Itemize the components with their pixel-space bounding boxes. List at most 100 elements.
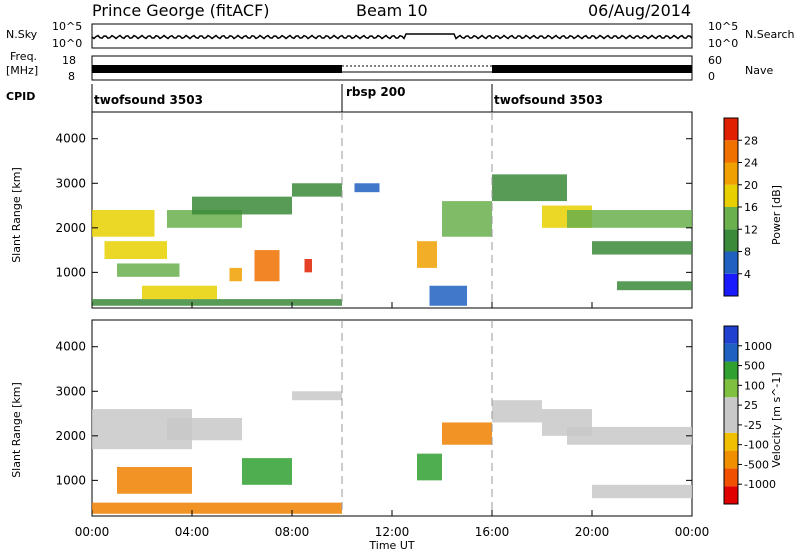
velocity-region-9 [492, 400, 542, 423]
velocity-ytick-label-1: 1000 [55, 473, 86, 487]
velocity-colorbar-tick-label-1: 1000 [744, 340, 772, 353]
velocity-colorbar-swatch-6 [724, 397, 738, 415]
power-colorbar-swatch-7 [724, 140, 738, 163]
power-region-10 [304, 259, 312, 273]
power-colorbar: 28 24 20 16 12 8 4 [723, 117, 758, 297]
nsky-panel [91, 23, 693, 49]
velocity-colorbar-tick-label-7: -500 [744, 458, 769, 471]
power-colorbar-label: Power [dB] [770, 185, 783, 245]
velocity-region-11 [567, 426, 692, 445]
freq-tick-high: 18 [62, 54, 76, 67]
velocity-ytick-label-3: 3000 [55, 384, 86, 398]
x-tick-label-2: 04:00 [175, 525, 210, 539]
velocity-region-4 [167, 418, 242, 441]
velocity-colorbar-swatch-2 [724, 468, 738, 487]
power-colorbar-tick-label-5: 12 [744, 223, 758, 236]
power-region-5 [142, 285, 217, 300]
power-region-19 [592, 241, 692, 255]
power-colorbar-swatch-2 [724, 251, 738, 274]
nsky-frame [91, 23, 693, 49]
velocity-region-12 [592, 484, 692, 499]
velocity-region-7 [417, 453, 442, 481]
x-axis-label: Time UT [368, 539, 414, 552]
x-tick-label-5: 16:00 [475, 525, 510, 539]
power-colorbar-tick-label-4: 16 [744, 201, 758, 214]
power-region-2 [92, 210, 155, 237]
power-colorbar-tick-label-2: 24 [744, 157, 758, 170]
power-colorbar-tick-label-1: 28 [744, 134, 758, 147]
velocity-region-8 [442, 422, 492, 445]
nave-tick-low: 0 [708, 70, 715, 83]
cpid-segment-label-3: twofsound 3503 [494, 93, 603, 107]
velocity-colorbar-swatch-8 [724, 361, 738, 380]
cpid-segment-label-1: twofsound 3503 [94, 93, 203, 107]
power-region-15 [442, 201, 492, 237]
power-region-1 [92, 299, 342, 306]
power-colorbar-swatch-1 [724, 273, 738, 296]
freq-panel [91, 55, 693, 81]
power-region-20 [617, 281, 692, 291]
velocity-colorbar-swatch-9 [724, 343, 738, 362]
velocity-ytick-label-4: 4000 [55, 340, 86, 354]
cpid-panel [91, 84, 493, 112]
nave-label: Nave [745, 64, 773, 77]
velocity-colorbar: 1000 500 100 25 -25 -100 -500 -1000 [723, 325, 776, 505]
x-tick-label-1: 00:00 [75, 525, 110, 539]
power-colorbar-tick-label-7: 4 [744, 268, 751, 281]
nsky-label: N.Sky [6, 28, 38, 41]
cpid-segment-label-2: rbsp 200 [346, 85, 405, 99]
velocity-region-3 [117, 467, 192, 494]
power-region-12 [354, 183, 380, 193]
velocity-colorbar-tick-label-3: 100 [744, 379, 765, 392]
power-colorbar-swatch-3 [724, 229, 738, 252]
power-colorbar-swatch-8 [724, 118, 738, 141]
power-colorbar-swatch-6 [724, 162, 738, 185]
power-region-4 [117, 263, 180, 277]
power-region-3 [104, 241, 167, 259]
nsearch-label: N.Search [745, 28, 795, 41]
power-ytick-label-2: 2000 [55, 221, 86, 235]
nave-tick-high: 60 [708, 54, 722, 67]
cpid-label: CPID [6, 90, 35, 103]
freq-band-1 [92, 65, 342, 73]
velocity-ytick-label-2: 2000 [55, 429, 86, 443]
power-y-label: Slant Range [km] [10, 167, 23, 263]
power-region-13 [417, 241, 437, 268]
velocity-panel: 1000 2000 3000 4000 00:00 04:00 08:00 12:00 16:0… [55, 319, 710, 539]
freq-tick-low: 8 [68, 70, 75, 83]
velocity-colorbar-tick-label-8: -1000 [744, 478, 776, 491]
power-region-11 [292, 183, 342, 197]
velocity-colorbar-swatch-7 [724, 379, 738, 398]
velocity-colorbar-tick-label-4: 25 [744, 399, 758, 412]
velocity-colorbar-swatch-1 [724, 486, 738, 504]
velocity-region-1 [92, 502, 342, 514]
freq-band-3 [492, 65, 692, 73]
velocity-colorbar-label: Velocity [m s^-1] [770, 372, 783, 467]
x-tick-label-4: 12:00 [375, 525, 410, 539]
velocity-colorbar-tick-label-6: -100 [744, 439, 769, 452]
velocity-colorbar-tick-label-5: -25 [744, 419, 762, 432]
x-tick-label-3: 08:00 [275, 525, 310, 539]
power-ytick-label-3: 3000 [55, 176, 86, 190]
power-panel: 1000 2000 3000 4000 [55, 111, 693, 309]
power-region-18 [567, 210, 692, 228]
x-tick-label-7: 00:00 [675, 525, 710, 539]
station-title: Prince George (fitACF) [92, 1, 270, 20]
power-region-16 [492, 174, 567, 202]
velocity-colorbar-swatch-5 [724, 415, 738, 433]
power-region-14 [429, 285, 467, 306]
power-colorbar-swatch-4 [724, 207, 738, 230]
velocity-colorbar-swatch-3 [724, 450, 738, 469]
nsky-right-tick-high: 10^5 [708, 20, 738, 33]
nsky-right-tick-low: 10^0 [708, 37, 738, 50]
velocity-colorbar-frame [723, 325, 739, 505]
velocity-region-5 [242, 458, 292, 485]
power-ytick-label-4: 4000 [55, 132, 86, 146]
velocity-colorbar-swatch-4 [724, 432, 738, 451]
power-region-7 [192, 196, 292, 215]
date-title: 06/Aug/2014 [588, 1, 691, 20]
x-tick-label-6: 20:00 [575, 525, 610, 539]
power-colorbar-tick-label-6: 8 [744, 246, 751, 259]
